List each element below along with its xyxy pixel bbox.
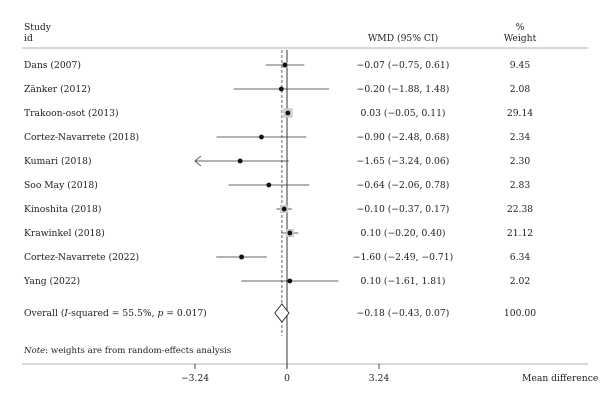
point-estimate	[281, 206, 287, 212]
study-label: Krawinkel (2018)	[24, 228, 105, 239]
point-estimate	[259, 134, 264, 140]
weight-value: 9.45	[510, 60, 531, 71]
overall-wmd-ci-value: −0.18 (−0.43, 0.07)	[357, 308, 450, 319]
wmd-ci-value: 0.03 (−0.05, 0.11)	[361, 108, 446, 119]
point-estimate	[239, 254, 244, 260]
wmd-ci-value: −1.60 (−2.49, −0.71)	[353, 252, 453, 263]
point-estimate	[266, 182, 272, 188]
x-tick-label: 3.24	[369, 373, 390, 384]
weight-value: 2.08	[510, 84, 531, 95]
wmd-ci-value: −1.65 (−3.24, 0.06)	[357, 156, 450, 167]
weight-value: 22.38	[507, 204, 533, 215]
footnote-text: : weights are from random-effects analys…	[45, 346, 231, 356]
wmd-ci-value: −0.20 (−1.88, 1.48)	[357, 84, 450, 95]
header-study: Study	[24, 22, 52, 33]
wmd-ci-value: −0.90 (−2.48, 0.68)	[357, 132, 450, 143]
weight-value: 2.83	[510, 180, 531, 191]
x-tick-label: −3.24	[181, 373, 209, 384]
header-percent: %	[516, 22, 525, 33]
header-weight: Weight	[504, 33, 537, 44]
wmd-ci-value: 0.10 (−1.61, 1.81)	[361, 276, 446, 287]
header-id: id	[24, 33, 33, 44]
overall-label: Overall (I-squared = 55.5%, p = 0.017)	[24, 308, 207, 319]
point-estimate	[285, 110, 291, 116]
wmd-ci-value: −0.07 (−0.75, 0.61)	[357, 60, 450, 71]
point-estimate	[287, 230, 293, 236]
wmd-ci-value: −0.64 (−2.06, 0.78)	[357, 180, 450, 191]
x-tick-label: 0	[284, 373, 290, 384]
footnote-prefix: Note	[23, 346, 45, 356]
study-label: Cortez-Navarrete (2018)	[24, 132, 139, 143]
study-label: Trakoon-osot (2013)	[24, 108, 119, 119]
study-label: Kumari (2018)	[24, 156, 92, 167]
wmd-ci-value: −0.10 (−0.37, 0.17)	[357, 204, 450, 215]
weight-value: 29.14	[507, 108, 533, 119]
header-wmd: WMD (95% CI)	[368, 33, 438, 44]
weight-value: 2.02	[510, 276, 530, 287]
study-label: Yang (2022)	[23, 276, 80, 287]
study-label: Kinoshita (2018)	[24, 204, 101, 215]
weight-value: 2.34	[510, 132, 531, 143]
weight-value: 2.30	[510, 156, 531, 167]
point-estimate	[237, 158, 243, 164]
point-estimate	[282, 62, 288, 68]
wmd-ci-value: 0.10 (−0.20, 0.40)	[361, 228, 446, 239]
overall-diamond	[274, 303, 290, 323]
plot-layer: Dans (2007) −0.07 (−0.75, 0.61) 9.45 Zänker…	[23, 50, 536, 384]
weight-value: 6.34	[510, 252, 531, 263]
point-estimate	[278, 86, 284, 92]
footnote: Note: weights are from random-effects an…	[23, 346, 231, 356]
study-label: Zänker (2012)	[24, 84, 91, 95]
study-label: Dans (2007)	[24, 60, 81, 71]
weight-value: 21.12	[507, 228, 533, 239]
study-label: Soo May (2018)	[24, 180, 98, 191]
overall-weight-value: 100.00	[504, 308, 536, 319]
point-estimate	[287, 278, 293, 284]
study-label: Cortez-Navarrete (2022)	[24, 252, 139, 263]
ci-arrow-left	[194, 155, 202, 167]
x-axis-label: Mean difference	[522, 373, 598, 384]
